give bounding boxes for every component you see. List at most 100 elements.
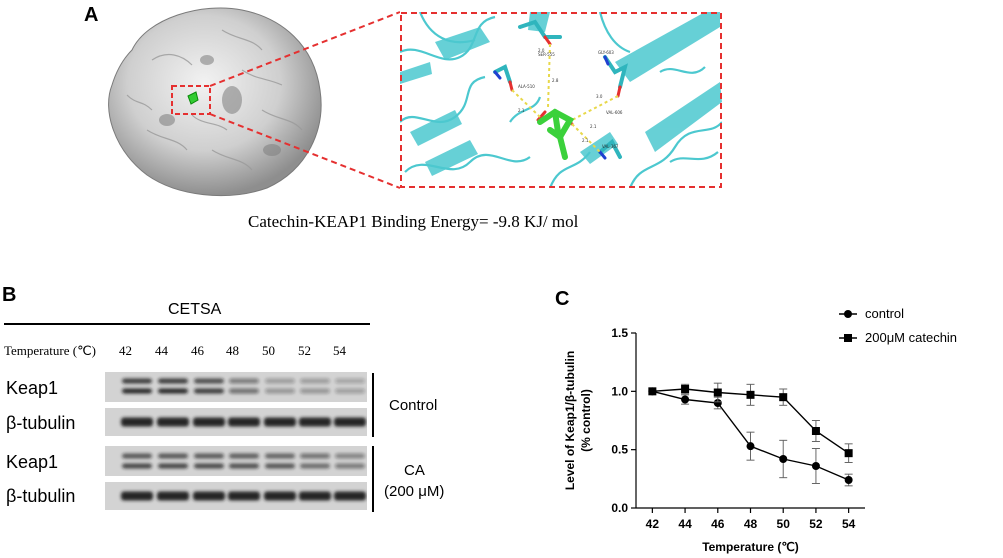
blot-band [158, 463, 188, 469]
blot-band [194, 453, 224, 459]
blot-band [122, 463, 152, 469]
temperature-tick: 46 [191, 343, 204, 358]
blot-band [299, 491, 331, 501]
x-tick-label: 50 [777, 517, 791, 531]
row-label-keap1-control: Keap1 [6, 378, 59, 398]
blot-band [194, 463, 224, 469]
blot-band [122, 388, 152, 394]
row-label-keap1-ca: Keap1 [6, 452, 59, 472]
data-point-catechin [844, 449, 853, 458]
y-axis-label: Level of Keap1/β-tubulin [563, 351, 577, 490]
blot-band [228, 417, 260, 427]
y-axis-label-unit: (% control) [579, 389, 593, 452]
group-label-control: Control [389, 397, 438, 414]
legend-label-catechin: 200μM catechin [865, 330, 957, 345]
blot-band [335, 388, 365, 394]
blot-band [334, 491, 366, 501]
temperature-tick: 50 [262, 343, 275, 358]
blot-band [157, 491, 189, 501]
temperature-tick: 42 [119, 343, 132, 358]
x-axis-label: Temperature (℃) [702, 540, 799, 554]
blot-band [300, 378, 330, 384]
temperature-tick: 52 [298, 343, 311, 358]
legend-marker-catechin [844, 334, 852, 342]
binding-site-closeup: ALA-510 GLY-603 VAL-606 SER-555 VAL-367 … [400, 12, 722, 188]
distance-label: 2.1 [582, 138, 589, 143]
blot-band [229, 388, 259, 394]
data-point-control [713, 399, 722, 407]
blot-band [229, 463, 259, 469]
data-point-catechin [648, 387, 657, 396]
distance-label: 2.0 [538, 48, 545, 53]
residue-label: ALA-510 [518, 84, 535, 89]
row-label-tubulin-control: β-tubulin [6, 413, 76, 433]
panel-a-letter: A [84, 4, 99, 26]
temperature-tick: 44 [155, 343, 168, 358]
data-point-control [779, 455, 788, 463]
protein-surface-image [108, 7, 322, 197]
blot-band [122, 378, 152, 384]
blot-band [157, 417, 189, 427]
binding-energy-caption: Catechin-KEAP1 Binding Energy= -9.8 KJ/ … [248, 212, 579, 231]
data-point-control [844, 476, 853, 484]
blot-band [194, 378, 224, 384]
panel-b-letter: B [2, 284, 17, 306]
data-point-control [811, 462, 820, 470]
blot-band [158, 388, 188, 394]
residue-label: SER-555 [538, 52, 555, 57]
residue-label: VAL-367 [602, 144, 619, 149]
blot-band [193, 417, 225, 427]
x-tick-label: 46 [711, 517, 725, 531]
temperature-tick: 48 [226, 343, 239, 358]
residue-label: VAL-606 [606, 110, 623, 115]
data-point-catechin [746, 390, 755, 399]
x-tick-label: 42 [646, 517, 660, 531]
blot-band [229, 453, 259, 459]
blot-band [264, 491, 296, 501]
blot-band [335, 378, 365, 384]
control-bracket [372, 373, 374, 437]
blot-band [300, 388, 330, 394]
blot-band [228, 491, 260, 501]
y-tick-label: 0.0 [611, 501, 628, 515]
group-label-ca-dose: (200 μM) [384, 483, 445, 500]
temperature-tick: 54 [333, 343, 346, 358]
distance-label: 3.0 [596, 94, 603, 99]
blot-band [121, 417, 153, 427]
row-label-tubulin-ca: β-tubulin [6, 486, 76, 506]
distance-label: 2.8 [552, 78, 559, 83]
blot-band [229, 378, 259, 384]
zoom-connector-lines [209, 11, 401, 189]
blot-band [158, 453, 188, 459]
blot-band [300, 463, 330, 469]
distance-label: 2.1 [590, 124, 597, 129]
panel-c-letter: C [555, 288, 570, 310]
blot-band [121, 491, 153, 501]
blot-band [265, 463, 295, 469]
legend-marker-control [844, 310, 852, 318]
data-point-catechin [811, 427, 820, 435]
cetsa-line-chart: 0.0 0.5 1.0 1.5 42 44 46 48 50 52 54 Temperature (℃… [563, 306, 957, 554]
blot-band [158, 378, 188, 384]
x-tick-label: 48 [744, 517, 758, 531]
blot-band [335, 453, 365, 459]
residue-label: GLY-603 [598, 50, 614, 55]
ca-bracket [372, 446, 374, 512]
data-point-catechin [681, 385, 690, 393]
blot-band [122, 453, 152, 459]
data-point-control [746, 442, 755, 451]
y-tick-label: 1.5 [611, 326, 628, 340]
blot-band [264, 417, 296, 427]
data-point-control [681, 395, 690, 404]
cetsa-header: CETSA [168, 301, 222, 318]
data-point-catechin [779, 393, 788, 402]
blot-band [193, 491, 225, 501]
blot-band [299, 417, 331, 427]
blot-band [335, 463, 365, 469]
blot-band [265, 453, 295, 459]
distance-label: 2.1 [518, 108, 525, 113]
x-tick-label: 44 [678, 517, 692, 531]
cetsa-underline [4, 323, 370, 325]
x-tick-label: 52 [809, 517, 823, 531]
temperature-label: Temperature (℃) [4, 343, 97, 358]
